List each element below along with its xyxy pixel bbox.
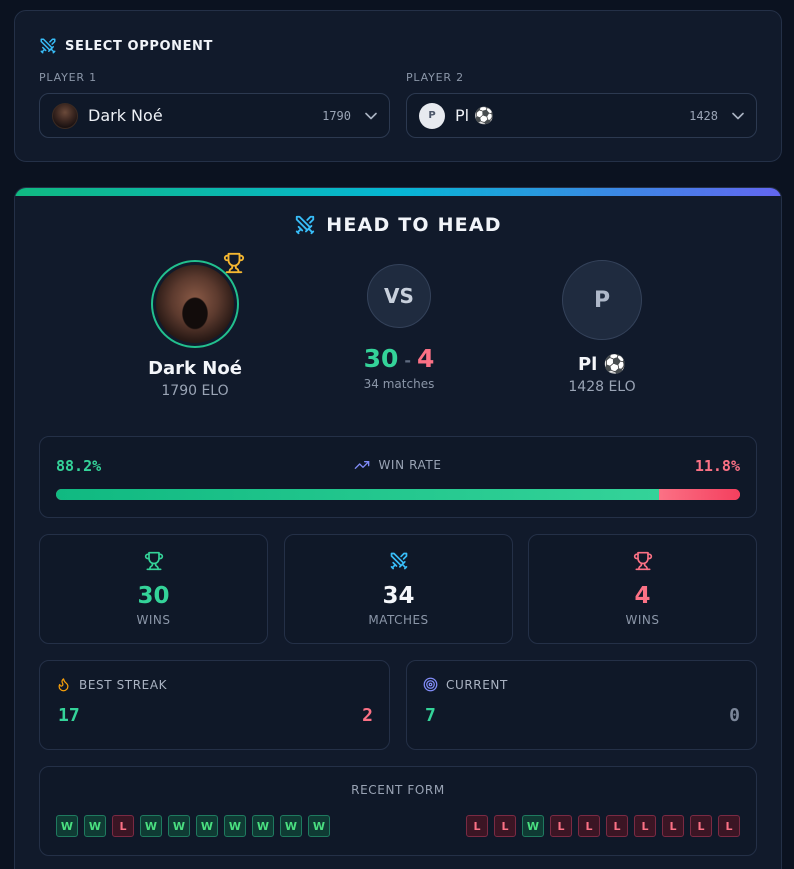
- player2-form-result: L: [690, 815, 712, 837]
- accent-gradient-bar: [15, 188, 781, 196]
- win-rate-bar-player2: [659, 489, 740, 500]
- player2-select-elo: 1428: [689, 108, 718, 123]
- versus-block: VS 30-4 34 matches: [349, 264, 449, 391]
- player1-form-result: W: [280, 815, 302, 837]
- best-streak-label: BEST STREAK: [79, 677, 168, 692]
- player1-win-rate: 88.2%: [56, 457, 102, 475]
- win-rate-label: WIN RATE: [378, 458, 442, 472]
- head-to-head-card: HEAD TO HEAD Dark Noé 1790 ELO VS 30-4 3…: [14, 187, 782, 869]
- head-to-head-title: HEAD TO HEAD: [326, 214, 502, 236]
- score-separator: -: [404, 350, 412, 370]
- player1-form-result: L: [112, 815, 134, 837]
- stat-label: WINS: [136, 613, 171, 627]
- player2-current-streak: 0: [729, 705, 740, 726]
- vs-badge: VS: [367, 264, 431, 328]
- head-to-head-header: HEAD TO HEAD: [15, 214, 781, 236]
- player1-form-result: W: [308, 815, 330, 837]
- win-rate-bar-player1: [56, 489, 660, 500]
- player2-name: Pl ⚽: [577, 354, 627, 375]
- target-icon: [423, 677, 438, 692]
- trophy-icon: [633, 551, 652, 571]
- player1-avatar-large: [151, 252, 245, 348]
- swords-icon: [296, 215, 315, 235]
- select-opponent-title: SELECT OPPONENT: [65, 38, 214, 54]
- select-opponent-card: SELECT OPPONENT PLAYER 1 PLAYER 2 Dark N…: [14, 10, 782, 162]
- player1-current-streak: 7: [425, 705, 436, 726]
- stat-value: 34: [382, 583, 415, 609]
- player2-avatar: P: [419, 102, 445, 129]
- player1-score: 30: [363, 344, 399, 373]
- swords-icon: [40, 38, 56, 54]
- player1-profile: Dark Noé 1790 ELO: [95, 252, 295, 399]
- stat-value: 4: [634, 583, 651, 609]
- flame-icon: [58, 678, 69, 692]
- player1-form-result: W: [168, 815, 190, 837]
- chevron-down-icon: [365, 112, 377, 119]
- recent-form-title: RECENT FORM: [351, 783, 445, 797]
- player1-select[interactable]: Dark Noé 1790: [39, 93, 390, 138]
- score: 30-4: [349, 344, 449, 373]
- player2-form-result: L: [550, 815, 572, 837]
- chevron-down-icon: [732, 112, 744, 119]
- player2-select[interactable]: P Pl ⚽ 1428: [406, 93, 757, 138]
- trophy-icon: [144, 551, 163, 571]
- win-rate-panel: 88.2% WIN RATE 11.8%: [39, 436, 757, 518]
- player2-form-result: L: [578, 815, 600, 837]
- player1-form-result: W: [140, 815, 162, 837]
- player1-form-result: W: [252, 815, 274, 837]
- trophy-icon: [223, 252, 245, 274]
- player2-form-result: L: [662, 815, 684, 837]
- stat-label: MATCHES: [368, 613, 429, 627]
- swords-icon: [390, 552, 407, 570]
- player1-form-result: W: [224, 815, 246, 837]
- player2-form-result: L: [466, 815, 488, 837]
- player2-label: PLAYER 2: [406, 71, 464, 84]
- win-rate-bar: [56, 489, 740, 500]
- player1-label: PLAYER 1: [39, 71, 97, 84]
- current-streak-label: CURRENT: [446, 677, 508, 692]
- player2-form-result: L: [494, 815, 516, 837]
- current-streak-panel: CURRENT 7 0: [406, 660, 757, 750]
- current-streak-header: CURRENT: [423, 677, 508, 692]
- player1-avatar: [52, 102, 78, 129]
- player2-profile: P Pl ⚽ 1428 ELO: [502, 260, 702, 395]
- player2-score: 4: [417, 344, 435, 373]
- player1-select-name: Dark Noé: [88, 106, 163, 125]
- win-rate-header: WIN RATE: [40, 457, 756, 473]
- match-count: 34 matches: [363, 377, 435, 391]
- player2-form-result: L: [634, 815, 656, 837]
- player1-best-streak: 17: [58, 705, 80, 726]
- player2-win-rate: 11.8%: [694, 457, 740, 475]
- player1-elo: 1790 ELO: [161, 383, 229, 399]
- player1-select-elo: 1790: [322, 108, 351, 123]
- stat-player2-wins: 4 WINS: [528, 534, 757, 644]
- best-streak-panel: BEST STREAK 17 2: [39, 660, 390, 750]
- stat-player1-wins: 30 WINS: [39, 534, 268, 644]
- stat-value: 30: [137, 583, 170, 609]
- player2-form-result: L: [718, 815, 740, 837]
- trending-up-icon: [355, 461, 370, 469]
- player1-form-result: W: [196, 815, 218, 837]
- player2-elo: 1428 ELO: [568, 379, 636, 395]
- stat-total-matches: 34 MATCHES: [284, 534, 513, 644]
- player2-form-result: W: [522, 815, 544, 837]
- player1-name: Dark Noé: [148, 358, 242, 379]
- player2-form-result: L: [606, 815, 628, 837]
- best-streak-header: BEST STREAK: [56, 677, 167, 692]
- player2-best-streak: 2: [362, 705, 373, 726]
- player1-form-result: W: [56, 815, 78, 837]
- stat-label: WINS: [625, 613, 660, 627]
- player1-form-result: W: [84, 815, 106, 837]
- player2-select-name: Pl ⚽: [455, 106, 495, 125]
- select-opponent-header: SELECT OPPONENT: [39, 37, 213, 55]
- player2-avatar-large: P: [562, 260, 642, 340]
